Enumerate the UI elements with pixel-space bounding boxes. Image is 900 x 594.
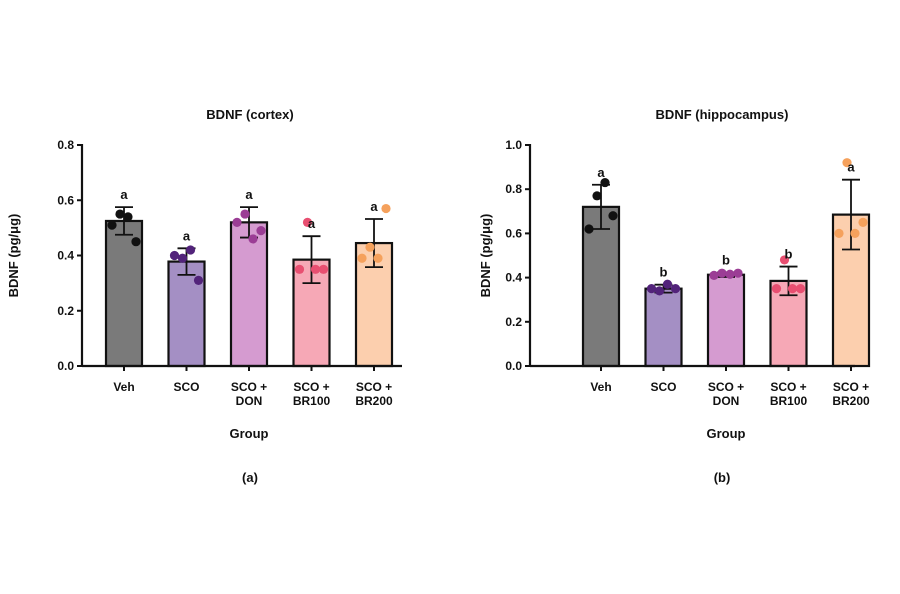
data-point <box>858 217 868 227</box>
data-point <box>177 253 188 263</box>
x-tick-label: BR200 <box>832 394 870 408</box>
y-tick-label: 0.2 <box>505 315 522 329</box>
x-tick-label: SCO <box>650 380 676 394</box>
data-point <box>310 264 321 274</box>
data-point <box>240 209 250 219</box>
y-tick-label: 0.4 <box>505 271 522 285</box>
data-point <box>592 191 602 201</box>
data-point <box>193 275 204 285</box>
data-point <box>131 237 141 247</box>
x-tick-label: SCO + <box>708 380 744 394</box>
x-tick-label: DON <box>236 394 263 408</box>
x-tick-label: SCO + <box>833 380 869 394</box>
significance-label: a <box>183 228 191 243</box>
data-point <box>232 217 242 227</box>
y-tick-label: 0.0 <box>505 359 522 373</box>
panel-label: (a) <box>242 470 258 485</box>
x-tick-label: SCO + <box>356 380 392 394</box>
y-tick-label: 1.0 <box>505 138 522 152</box>
y-axis-label: BDNF (pg/μg) <box>478 214 493 298</box>
panel-label: (b) <box>714 470 731 485</box>
data-point <box>787 284 798 294</box>
significance-label: b <box>660 265 668 280</box>
data-point <box>850 228 860 238</box>
data-point <box>123 212 133 222</box>
x-tick-label: DON <box>713 394 740 408</box>
significance-label: b <box>722 253 730 268</box>
x-tick-label: Veh <box>113 380 134 394</box>
data-point <box>357 253 367 263</box>
bar <box>706 273 746 368</box>
y-tick-label: 0.4 <box>57 249 74 263</box>
data-point <box>842 158 852 168</box>
bar <box>229 221 269 368</box>
data-point <box>584 224 594 234</box>
data-point <box>717 268 727 278</box>
y-axis-label: BDNF (pg/μg) <box>6 214 21 298</box>
data-point <box>294 264 305 274</box>
x-tick-label: Veh <box>590 380 611 394</box>
significance-label: a <box>120 187 128 202</box>
y-tick-label: 0.6 <box>57 193 74 207</box>
y-tick-label: 0.8 <box>505 182 522 196</box>
x-axis-label: Group <box>230 426 269 441</box>
data-point <box>725 269 735 279</box>
x-tick-label: BR200 <box>355 394 393 408</box>
data-point <box>733 268 743 278</box>
x-tick-label: SCO <box>173 380 199 394</box>
data-point <box>834 228 844 238</box>
significance-label: a <box>597 165 605 180</box>
significance-label: a <box>847 160 855 175</box>
data-point <box>662 279 673 289</box>
significance-label: a <box>245 187 253 202</box>
data-point <box>185 245 196 255</box>
data-point <box>779 255 790 265</box>
y-tick-label: 0.0 <box>57 359 74 373</box>
bar <box>644 287 683 368</box>
data-point <box>381 203 391 214</box>
chart-title: BDNF (cortex) <box>206 107 293 122</box>
data-point <box>600 177 610 188</box>
data-point <box>771 284 782 294</box>
data-point <box>115 209 125 219</box>
y-tick-label: 0.2 <box>57 304 74 318</box>
significance-label: a <box>308 216 316 231</box>
y-tick-label: 0.6 <box>505 226 522 240</box>
x-tick-label: SCO + <box>231 380 267 394</box>
data-point <box>256 226 266 236</box>
data-point <box>795 284 806 294</box>
chart-title: BDNF (hippocampus) <box>656 107 789 122</box>
x-tick-label: SCO + <box>770 380 806 394</box>
data-point <box>670 284 681 294</box>
data-point <box>608 211 618 221</box>
x-tick-label: BR100 <box>293 394 331 408</box>
y-tick-label: 0.8 <box>57 138 74 152</box>
data-point <box>318 264 329 274</box>
data-point <box>709 270 719 280</box>
data-point <box>107 220 117 230</box>
x-tick-label: SCO + <box>293 380 329 394</box>
data-point <box>365 242 375 252</box>
significance-label: b <box>785 247 793 262</box>
significance-label: a <box>370 199 378 214</box>
data-point <box>248 234 258 244</box>
x-tick-label: BR100 <box>770 394 808 408</box>
data-point <box>302 217 313 227</box>
data-point <box>169 250 180 261</box>
data-point <box>646 284 657 294</box>
data-point <box>654 286 665 296</box>
data-point <box>373 253 383 263</box>
x-axis-label: Group <box>707 426 746 441</box>
